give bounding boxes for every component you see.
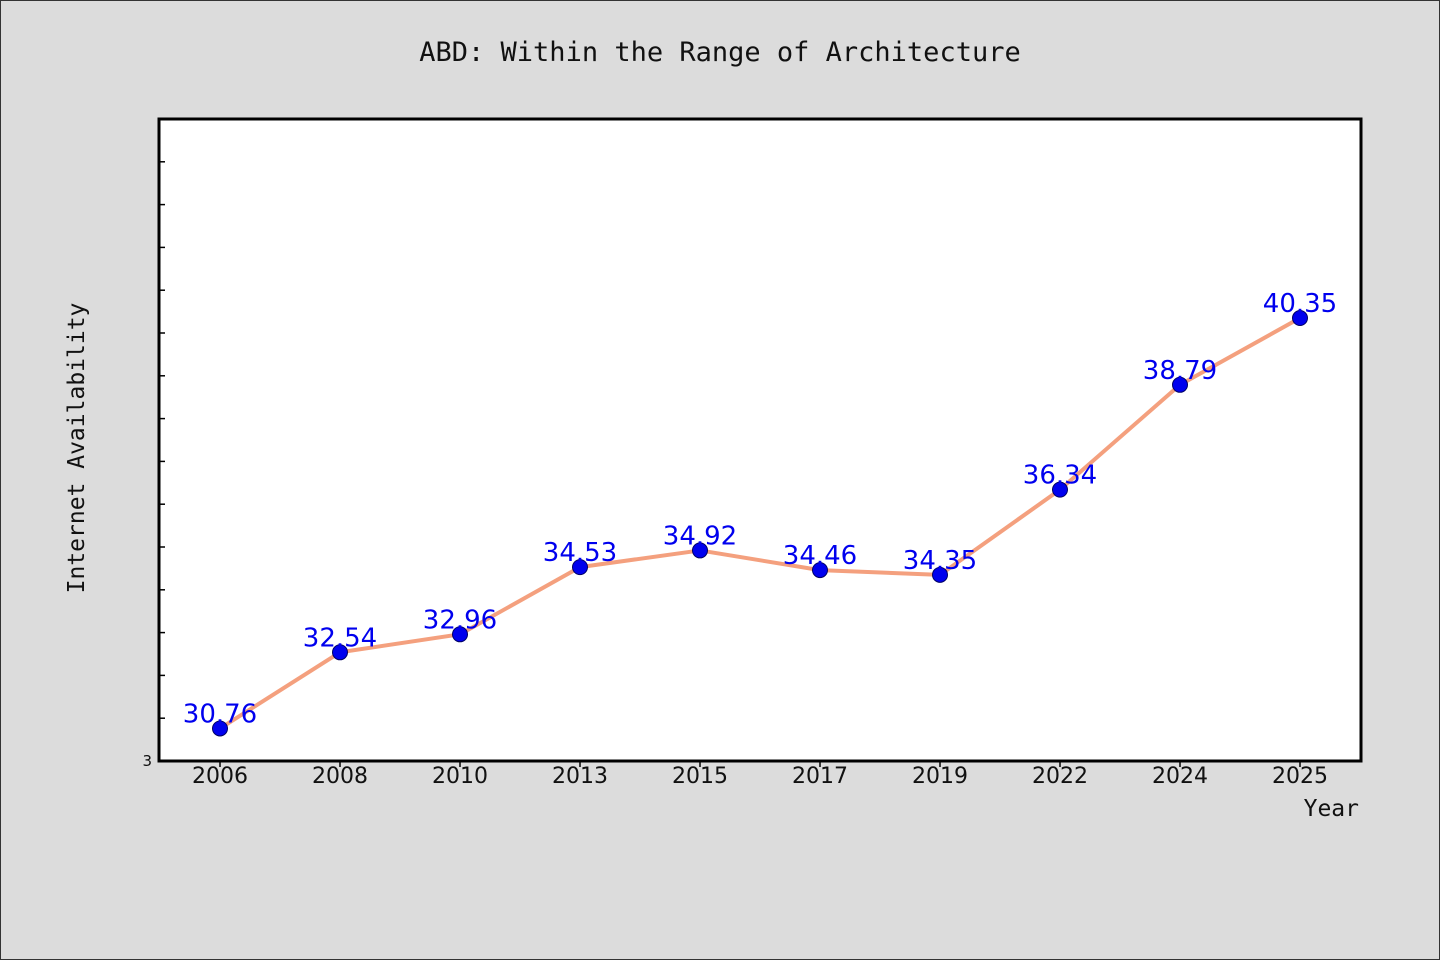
data-point xyxy=(452,626,468,643)
data-point xyxy=(1292,310,1308,327)
x-tick-label: 2024 xyxy=(1152,764,1208,789)
series-data-labels: 30.76 32.54 32.96 34.53 34.92 34.46 34.35 36.34… xyxy=(183,289,1337,729)
data-point xyxy=(572,559,588,576)
x-tick-label: 2015 xyxy=(672,764,728,789)
data-label: 34.92 xyxy=(663,521,737,551)
x-tick-label: 2017 xyxy=(792,764,848,789)
data-label: 34.53 xyxy=(543,538,617,568)
y-axis-ticks xyxy=(159,161,165,719)
series-markers xyxy=(212,310,1308,737)
data-point xyxy=(932,566,948,583)
x-axis-ticks xyxy=(219,761,1301,767)
x-tick-label: 2022 xyxy=(1032,764,1088,789)
x-tick-label: 2010 xyxy=(432,764,488,789)
x-axis-tick-labels: 2006 2008 2010 2013 2015 2017 2019 2022 2024 2025 xyxy=(192,764,1328,789)
x-tick-label: 2006 xyxy=(192,764,248,789)
data-label: 38.79 xyxy=(1143,356,1217,386)
data-point xyxy=(692,542,708,559)
x-tick-label: 2019 xyxy=(912,764,968,789)
data-point xyxy=(1052,481,1068,498)
data-label: 36.34 xyxy=(1023,461,1097,491)
data-label: 32.54 xyxy=(303,623,377,653)
x-tick-label: 2013 xyxy=(552,764,608,789)
x-axis-title: Year xyxy=(1304,796,1359,822)
y-axis-title: Internet Availability xyxy=(64,303,90,594)
data-point xyxy=(212,720,228,737)
y-axis-min-tick-label: 3 xyxy=(142,752,152,770)
x-tick-label: 2008 xyxy=(312,764,368,789)
chart-title: ABD: Within the Range of Architecture xyxy=(419,37,1020,68)
data-label: 30.76 xyxy=(183,699,257,729)
data-label: 40.35 xyxy=(1263,289,1337,319)
data-label: 34.46 xyxy=(783,541,857,571)
data-point xyxy=(1172,376,1188,393)
plot-area xyxy=(157,117,1363,763)
data-label: 32.96 xyxy=(423,605,497,635)
data-label: 34.35 xyxy=(903,546,977,576)
data-point xyxy=(812,562,828,579)
data-point xyxy=(332,644,348,661)
x-tick-label: 2025 xyxy=(1272,764,1328,789)
series-line xyxy=(218,316,1302,731)
